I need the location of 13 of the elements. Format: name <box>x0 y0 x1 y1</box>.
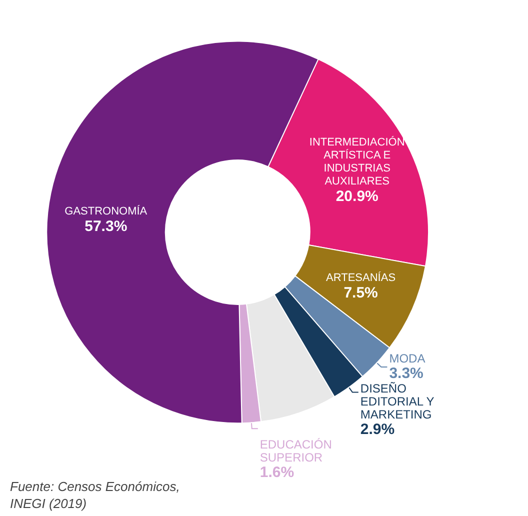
slice-label: GASTRONOMÍA <box>64 204 148 218</box>
data-label: 3.3% <box>389 364 424 382</box>
slice-label: MODA <box>389 351 426 366</box>
data-label: 7.5% <box>344 284 378 302</box>
slice-label: EDUCACIÓN SUPERIOR <box>260 437 332 464</box>
data-label: 57.3% <box>84 218 128 235</box>
slice-label: DISEÑO EDITORIAL Y MARKETING <box>360 381 434 422</box>
data-label: 1.6% <box>260 464 294 481</box>
source-note: Fuente: Censos Económicos, INEGI (2019) <box>10 479 184 511</box>
slice-label: ARTESANÍAS <box>326 270 396 284</box>
slice-label: INTERMEDIACIÓN ARTÍSTICA E INDUSTRIAS AUXILIARES <box>309 135 405 188</box>
data-label: 20.9% <box>336 188 378 205</box>
data-label: 2.9% <box>360 420 395 438</box>
